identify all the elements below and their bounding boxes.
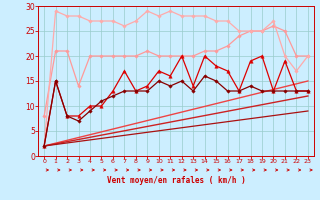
X-axis label: Vent moyen/en rafales ( km/h ): Vent moyen/en rafales ( km/h ) [107, 176, 245, 185]
